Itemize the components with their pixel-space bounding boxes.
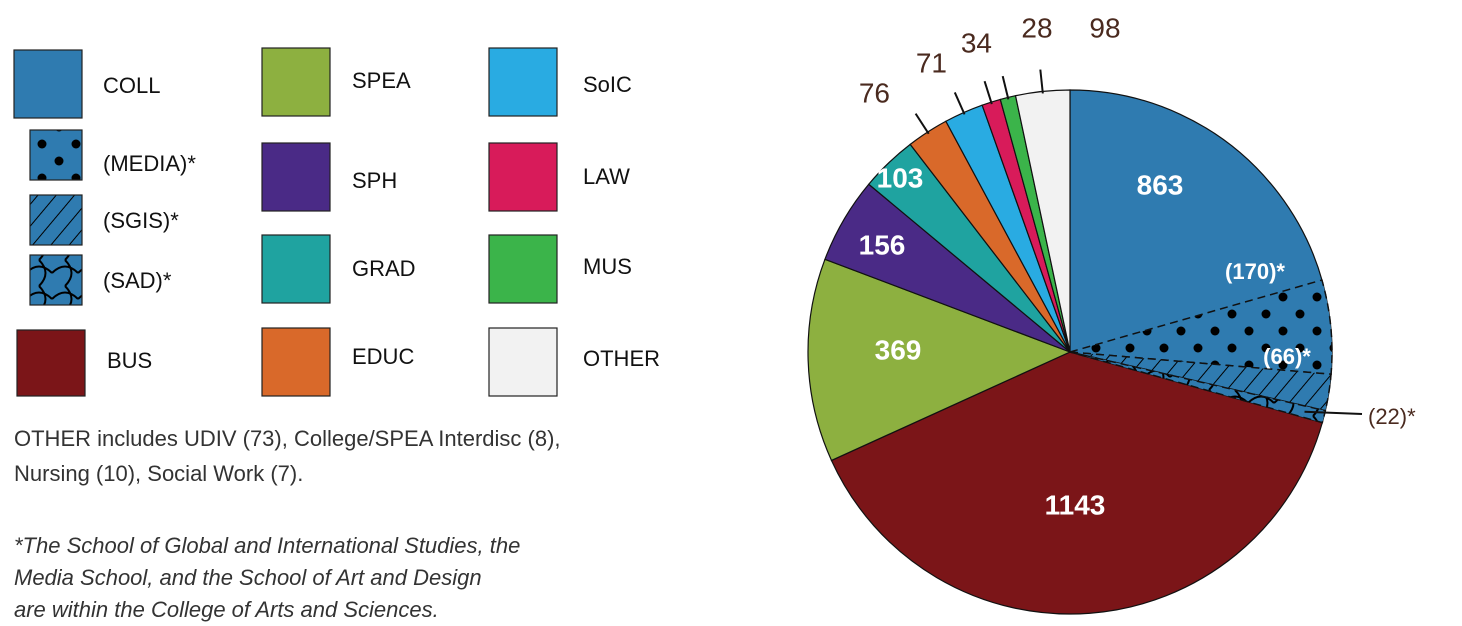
legend-label: BUS	[107, 348, 152, 373]
legend-label: LAW	[583, 164, 630, 189]
leader-line	[914, 113, 930, 135]
data-label: 34	[961, 27, 992, 58]
data-label: (22)*	[1368, 404, 1416, 429]
data-label: 103	[877, 162, 924, 193]
legend-swatch	[488, 142, 558, 212]
data-label: (170)*	[1225, 259, 1285, 284]
note: are within the College of Arts and Scien…	[14, 597, 439, 622]
leader-line	[1039, 69, 1044, 94]
note: *The School of Global and International …	[14, 533, 521, 558]
note: OTHER includes UDIV (73), College/SPEA I…	[14, 426, 561, 451]
legend-label: SoIC	[583, 72, 632, 97]
legend-label: GRAD	[352, 256, 416, 281]
legend-swatch	[29, 254, 83, 306]
pie-sub-slice	[1069, 351, 1327, 424]
legend-swatch	[488, 47, 558, 117]
legend-swatch	[29, 129, 83, 181]
legend-swatch	[488, 234, 558, 304]
data-label: 863	[1137, 169, 1184, 200]
data-label: 369	[875, 334, 922, 365]
legend-label: COLL	[103, 73, 160, 98]
leader-line	[1304, 410, 1363, 415]
leader-line	[953, 92, 966, 115]
data-label: 76	[859, 77, 890, 108]
legend-swatch	[261, 234, 331, 304]
note: Media School, and the School of Art and …	[14, 565, 482, 590]
legend-swatch	[488, 327, 558, 397]
data-label: (66)*	[1263, 344, 1311, 369]
legend-label: OTHER	[583, 346, 660, 371]
data-label: 156	[859, 229, 906, 260]
legend-label: SPH	[352, 168, 397, 193]
leader-line	[1001, 75, 1010, 100]
legend-label: MUS	[583, 254, 632, 279]
note: Nursing (10), Social Work (7).	[14, 461, 304, 486]
legend-swatch	[29, 194, 83, 246]
legend-swatch	[13, 49, 83, 119]
legend-swatch	[261, 327, 331, 397]
data-label: 1143	[1045, 489, 1106, 520]
legend-label: SPEA	[352, 68, 411, 93]
legend-swatch	[261, 142, 331, 212]
legend-label: (SAD)*	[103, 268, 172, 293]
legend-swatch	[16, 329, 86, 397]
pie-slice	[830, 351, 1324, 615]
legend-label: (MEDIA)*	[103, 151, 196, 176]
legend-swatch	[261, 47, 331, 117]
legend-label: (SGIS)*	[103, 208, 179, 233]
data-label: 71	[916, 47, 947, 78]
legend-label: EDUC	[352, 344, 414, 369]
data-label: 28	[1021, 12, 1052, 43]
leader-line	[983, 80, 993, 105]
data-label: 98	[1089, 12, 1120, 43]
pie-slice	[807, 258, 1072, 462]
